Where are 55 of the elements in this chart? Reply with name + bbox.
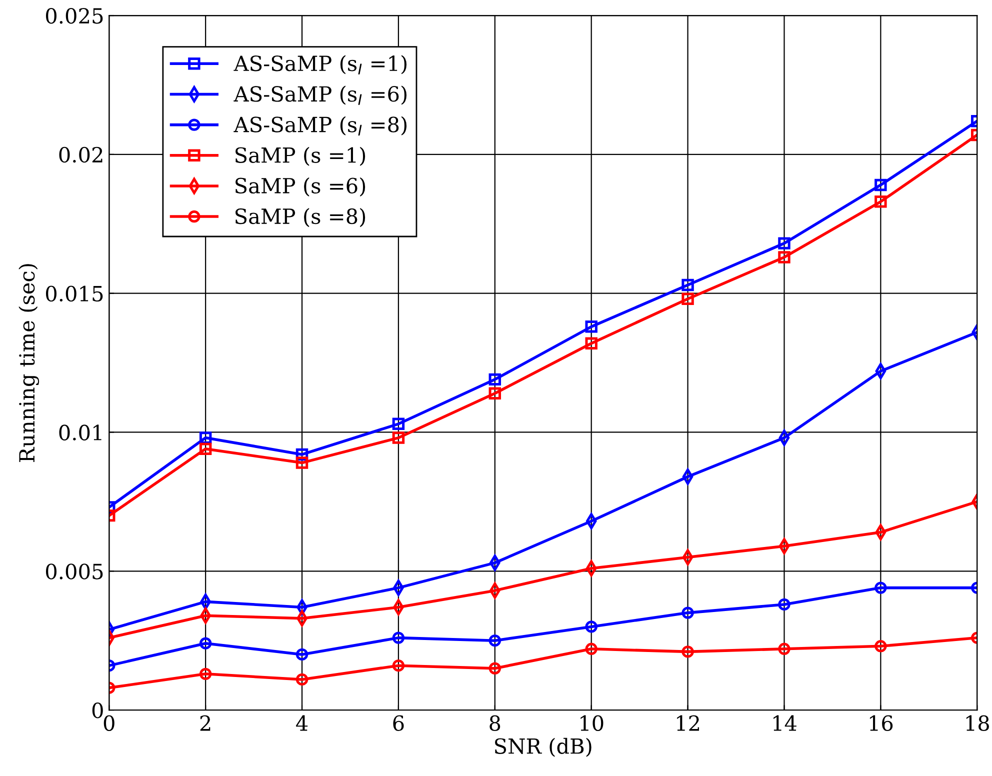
legend-label: AS-SaMP (s$_{I}$ =1) [234,55,406,74]
point [874,196,887,208]
x-tick-label: 0 [104,715,114,732]
point [585,620,598,633]
point [488,373,502,386]
point [778,237,790,250]
y-tick-label: 0 [92,702,103,718]
point [199,637,212,650]
point [682,292,694,305]
point [392,659,405,672]
y-tick-label: 0.005 [46,564,103,580]
y-tick-label: 0.015 [46,286,103,302]
point [585,642,598,656]
point [199,668,212,680]
point [296,456,308,469]
point [488,387,502,400]
x-tick-label: 12 [677,715,699,731]
point [682,278,694,292]
legend-label: AS-SaMP (s$_{I}$ =6) [234,86,406,105]
point [778,251,790,264]
point [199,432,212,444]
x-tick-label: 6 [393,715,404,732]
point [392,418,405,430]
point [199,442,212,456]
legend-label: SaMP (s =8) [236,208,366,228]
x-tick-label: 2 [200,715,210,731]
x-tick-label: 4 [296,715,308,731]
point [488,662,502,674]
y-tick-label: 0.02 [59,146,102,163]
point [585,320,598,333]
point [778,642,790,656]
point [488,634,502,647]
y-tick-label: 0.01 [59,424,102,440]
x-tick-label: 14 [774,715,796,731]
y-axis-title: Running time (sec) [18,264,40,462]
point [392,632,405,644]
x-tick-label: 18 [966,715,989,732]
point [778,598,790,611]
point [874,178,887,192]
point [585,337,598,350]
legend-label: SaMP (s =6) [236,177,366,196]
point [682,606,694,619]
point [874,640,887,652]
point [296,673,308,686]
y-tick-label: 0.025 [46,8,103,24]
legend-label: AS-SaMP (s$_{I}$ =8) [234,116,406,136]
point [682,646,694,658]
x-axis-title: SNR (dB) [495,738,592,757]
legend-label: SaMP (s =1) [236,146,366,166]
point [296,648,308,661]
x-tick-label: 8 [490,715,500,732]
point [392,432,405,444]
x-tick-label: 10 [580,715,604,732]
point [874,582,887,594]
x-tick-label: 16 [870,715,893,732]
